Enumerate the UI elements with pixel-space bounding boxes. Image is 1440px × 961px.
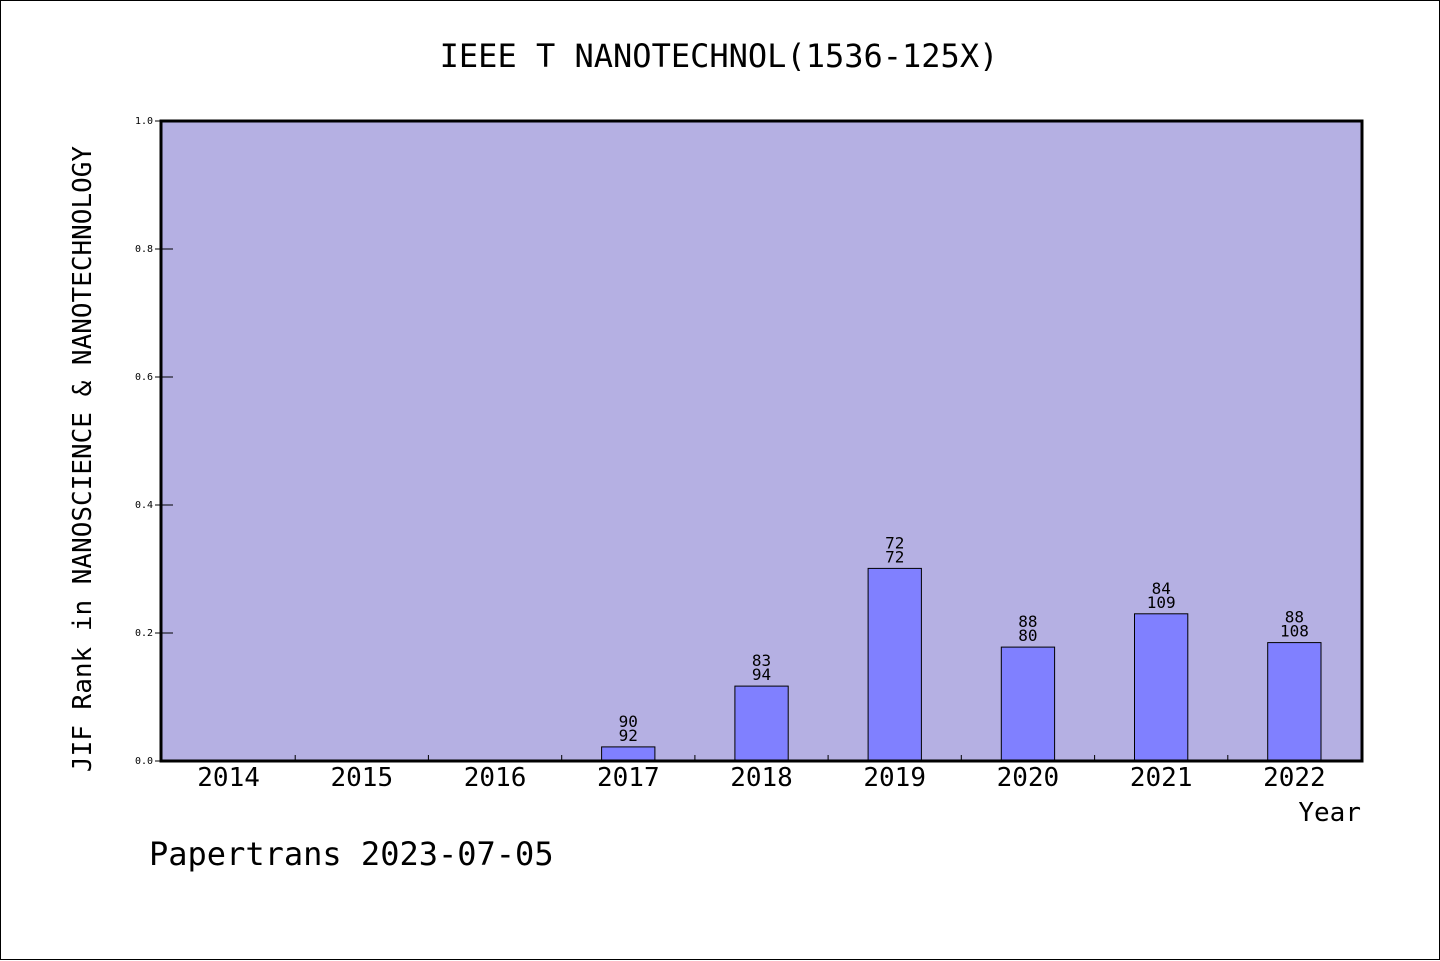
y-tick-label-0.8: 0.8 [135,244,153,255]
y-tick-label-1.0: 1.0 [135,116,153,127]
bar-2022 [1267,642,1322,762]
data-label-2018-bottom: 94 [752,665,771,684]
data-label-2020-bottom: 80 [1018,626,1037,645]
data-label-2017-bottom: 92 [619,726,638,745]
data-label-2020-top: 88 [1018,612,1037,631]
data-label-2021-top: 84 [1152,579,1171,598]
x-tick-label-2018: 2018 [730,763,793,793]
y-axis-label: JIF Rank in NANOSCIENCE & NANOTECHNOLOGY [68,146,98,772]
bar-2017 [601,746,656,762]
x-tick-label-2019: 2019 [863,763,926,793]
data-label-2022-top: 88 [1285,608,1304,627]
bar-2018 [734,685,789,762]
bars-layer [601,567,1322,762]
bar-2020 [1000,646,1056,762]
x-tick-label-2015: 2015 [330,763,393,793]
x-axis-label: Year [1298,798,1361,828]
data-label-2022-bottom: 108 [1280,622,1309,641]
data-label-2019-bottom: 72 [885,547,904,566]
bar-2019 [867,567,922,762]
y-axis: 0.0 0.2 0.4 0.6 0.8 1.0 [135,116,173,767]
data-label-2021-bottom: 109 [1147,593,1176,612]
footer-text: Papertrans 2023-07-05 [149,835,554,873]
bar-2021 [1134,613,1189,762]
data-label-2017-top: 90 [619,712,638,731]
chart-title: IEEE T NANOTECHNOL(1536-125X) [440,37,999,75]
x-tick-label-2017: 2017 [597,763,660,793]
plot-border [159,119,1364,763]
y-tick-label-0.2: 0.2 [135,628,153,639]
y-tick-label-0.0: 0.0 [135,756,153,767]
x-tick-label-2020: 2020 [997,763,1060,793]
x-tick-label-2016: 2016 [464,763,527,793]
x-tick-label-2014: 2014 [197,763,260,793]
y-tick-label-0.6: 0.6 [135,372,153,383]
y-tick-label-0.4: 0.4 [135,500,153,511]
data-label-2019-top: 72 [885,533,904,552]
x-axis: 2014 2015 2016 2017 2018 2019 2020 2021 2022 [197,755,1326,793]
data-label-2018-top: 83 [752,651,771,670]
x-tick-label-2022: 2022 [1263,763,1326,793]
x-tick-label-2021: 2021 [1130,763,1193,793]
